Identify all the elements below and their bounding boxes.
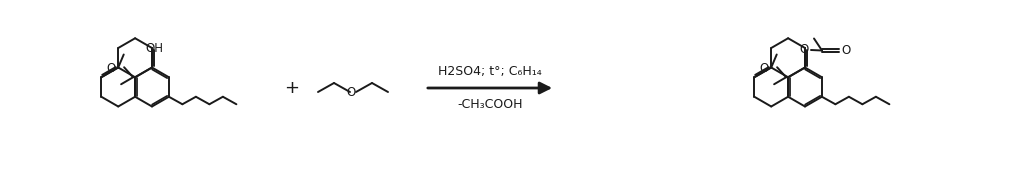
Text: O: O bbox=[800, 43, 809, 56]
Text: O: O bbox=[105, 62, 116, 75]
Text: +: + bbox=[285, 79, 299, 97]
Text: OH: OH bbox=[145, 41, 163, 54]
Text: -CH₃COOH: -CH₃COOH bbox=[458, 98, 522, 111]
Text: O: O bbox=[759, 62, 768, 75]
Text: H2SO4; t°; C₆H₁₄: H2SO4; t°; C₆H₁₄ bbox=[438, 65, 542, 78]
Text: O: O bbox=[841, 44, 850, 57]
Text: O: O bbox=[346, 86, 355, 99]
